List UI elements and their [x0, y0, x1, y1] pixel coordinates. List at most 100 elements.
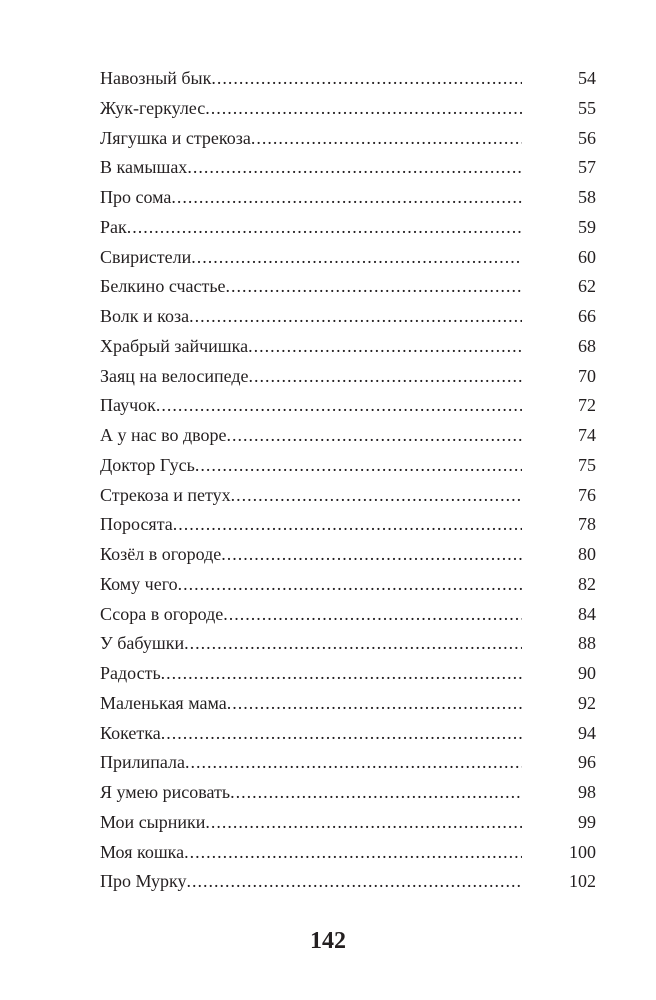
toc-entry: А у нас во дворе........................… [100, 425, 596, 455]
toc-entry: Про Мурку...............................… [100, 871, 596, 901]
dot-leader: ........................................… [160, 722, 522, 743]
dot-leader: ........................................… [230, 484, 522, 505]
dot-leader: ........................................… [172, 514, 522, 535]
toc-leader: Про Мурку...............................… [100, 871, 522, 892]
toc-entry-title: Свиристели [100, 246, 192, 267]
dot-leader: ........................................… [205, 811, 522, 832]
toc-entry: Доктор Гусь.............................… [100, 455, 596, 485]
toc-entry-title: А у нас во дворе [100, 425, 227, 445]
toc-entry: Кокетка.................................… [100, 723, 596, 753]
toc-entry: Моя кошка...............................… [100, 842, 596, 872]
dot-leader: ........................................… [191, 246, 522, 267]
toc-leader: А у нас во дворе........................… [100, 425, 522, 446]
toc-entry: Прилипала...............................… [100, 752, 596, 782]
dot-leader: ........................................… [126, 216, 522, 237]
toc-leader: Доктор Гусь.............................… [100, 455, 522, 476]
toc-entry-title: Я умею рисовать [100, 782, 231, 802]
toc-entry-title: Навозный бык [100, 68, 212, 88]
dot-leader: ........................................… [250, 127, 522, 148]
toc-entry-page: 92 [578, 692, 596, 713]
dot-leader: ........................................… [189, 306, 522, 326]
toc-entry-page: 100 [569, 841, 596, 862]
dot-leader: ........................................… [223, 603, 522, 624]
toc-entry-title: Жук-геркулес [100, 97, 206, 118]
dot-leader: ........................................… [226, 425, 522, 445]
toc-leader: Паучок..................................… [100, 395, 522, 416]
toc-leader: Про сома................................… [100, 187, 522, 208]
toc-leader: Свиристели..............................… [100, 247, 522, 268]
toc-leader: У бабушки...............................… [100, 633, 522, 654]
toc-entry-page: 59 [578, 216, 596, 237]
toc-entry-page: 98 [578, 782, 596, 802]
toc-entry-page: 57 [578, 157, 596, 178]
toc-leader: В камышах...............................… [100, 157, 522, 178]
toc-leader: Поросята................................… [100, 514, 522, 535]
table-of-contents: Навозный бык............................… [100, 68, 596, 901]
dot-leader: ........................................… [155, 395, 522, 416]
toc-leader: Кокетка.................................… [100, 723, 522, 744]
dot-leader: ........................................… [230, 782, 522, 802]
toc-entry-title: Волк и коза [100, 306, 190, 326]
toc-entry-title: Кому чего [100, 573, 178, 594]
dot-leader: ........................................… [184, 633, 522, 654]
toc-entry: У бабушки...............................… [100, 633, 596, 663]
dot-leader: ........................................… [185, 752, 522, 773]
toc-entry-title: Маленькая мама [100, 692, 227, 713]
toc-entry: Свиристели..............................… [100, 247, 596, 277]
toc-leader: Храбрый зайчишка........................… [100, 336, 522, 357]
dot-leader: ........................................… [184, 841, 522, 862]
toc-entry-title: Стрекоза и петух [100, 484, 231, 505]
toc-entry-page: 70 [578, 365, 596, 386]
toc-leader: Кому чего...............................… [100, 574, 522, 595]
toc-entry-title: Лягушка и стрекоза [100, 127, 251, 148]
dot-leader: ........................................… [248, 335, 522, 356]
toc-entry-title: Храбрый зайчишка [100, 335, 249, 356]
toc-entry-title: Про Мурку [100, 871, 187, 892]
toc-entry: Поросята................................… [100, 514, 596, 544]
toc-entry-page: 58 [578, 187, 596, 207]
toc-leader: Навозный бык............................… [100, 68, 522, 89]
toc-entry-title: В камышах [100, 157, 188, 178]
toc-entry-page: 80 [578, 544, 596, 564]
page-number: 142 [310, 928, 346, 954]
toc-entry-title: Мои сырники [100, 811, 206, 832]
toc-entry-page: 102 [569, 871, 596, 892]
dot-leader: ........................................… [221, 544, 522, 564]
dot-leader: ........................................… [177, 573, 522, 594]
toc-entry-title: У бабушки [100, 633, 185, 654]
toc-entry-page: 66 [578, 306, 596, 326]
toc-leader: Лягушка и стрекоза......................… [100, 128, 522, 149]
toc-entry-page: 76 [578, 484, 596, 505]
toc-entry-title: Рак [100, 216, 127, 237]
dot-leader: ........................................… [186, 871, 522, 892]
toc-entry-page: 74 [578, 425, 596, 445]
dot-leader: ........................................… [194, 454, 522, 475]
dot-leader: ........................................… [187, 157, 522, 178]
toc-entry: Заяц на велосипеде......................… [100, 366, 596, 396]
toc-entry-title: Заяц на велосипеде [100, 365, 249, 386]
dot-leader: ........................................… [225, 276, 522, 297]
dot-leader: ........................................… [205, 97, 522, 118]
toc-entry: Ссора в огороде.........................… [100, 604, 596, 634]
toc-entry-title: Кокетка [100, 722, 161, 743]
toc-leader: Ссора в огороде.........................… [100, 604, 522, 625]
toc-entry-title: Доктор Гусь [100, 454, 195, 475]
toc-entry-page: 68 [578, 335, 596, 356]
toc-leader: Я умею рисовать.........................… [100, 782, 522, 803]
toc-entry: Маленькая мама..........................… [100, 693, 596, 723]
toc-entry-page: 56 [578, 127, 596, 148]
toc-entry: Мои сырники.............................… [100, 812, 596, 842]
toc-leader: Маленькая мама..........................… [100, 693, 522, 714]
toc-entry: Про сома................................… [100, 187, 596, 217]
toc-entry-page: 96 [578, 752, 596, 773]
dot-leader: ........................................… [211, 68, 522, 88]
dot-leader: ........................................… [226, 692, 522, 713]
toc-entry: Кому чего...............................… [100, 574, 596, 604]
toc-entry: Рак.....................................… [100, 217, 596, 247]
toc-leader: Рак.....................................… [100, 217, 522, 238]
toc-entry-page: 88 [578, 633, 596, 654]
dot-leader: ........................................… [171, 187, 522, 207]
toc-entry-page: 82 [578, 573, 596, 594]
toc-leader: Мои сырники.............................… [100, 812, 522, 833]
toc-leader: Жук-геркулес............................… [100, 98, 522, 119]
